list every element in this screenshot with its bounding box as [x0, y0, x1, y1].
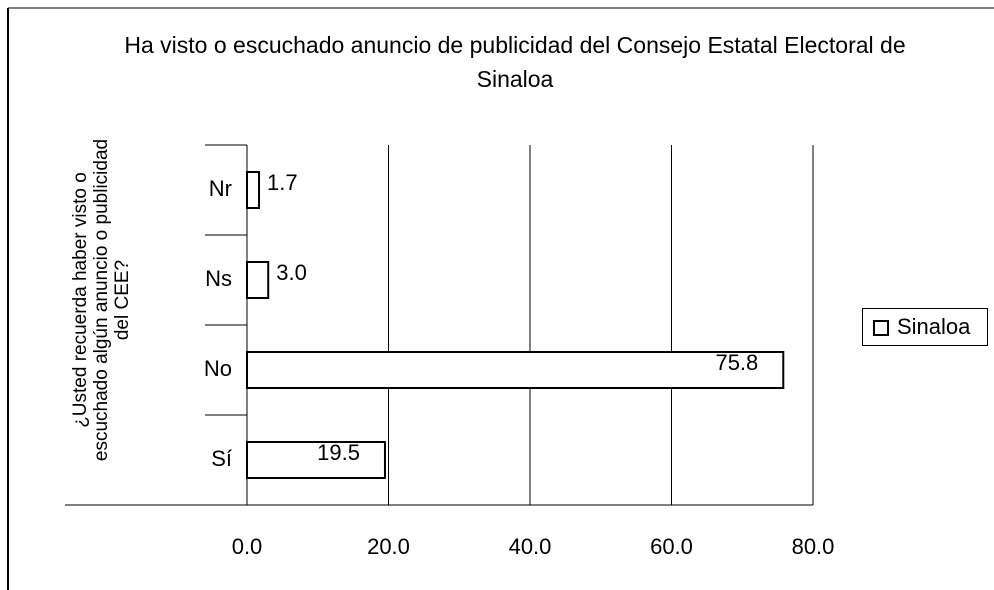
bar: [246, 171, 261, 209]
bar: [246, 351, 785, 389]
data-label: 75.8: [715, 350, 758, 375]
y-tick-label: Nr: [209, 176, 232, 201]
data-label: 19.5: [317, 440, 360, 465]
x-tick-label: 80.0: [792, 534, 835, 559]
y-tick-label: No: [204, 356, 232, 381]
y-axis-label: ¿Usted recuerda haber visto o escuchado …: [70, 138, 133, 462]
x-tick-label: 20.0: [367, 534, 410, 559]
data-label: 3.0: [276, 260, 307, 285]
chart-title: Ha visto o escuchado anuncio de publicid…: [124, 32, 906, 92]
y-tick-label: Sí: [211, 446, 232, 471]
bar: [246, 441, 386, 479]
data-label: 1.7: [267, 170, 298, 195]
legend-swatch: [873, 320, 889, 336]
bar: [246, 261, 270, 299]
x-tick-label: 0.0: [232, 534, 263, 559]
legend-label: Sinaloa: [897, 314, 971, 339]
x-tick-label: 60.0: [650, 534, 693, 559]
x-tick-label: 40.0: [509, 534, 552, 559]
legend: Sinaloa: [862, 308, 988, 346]
y-tick-label: Ns: [205, 266, 232, 291]
